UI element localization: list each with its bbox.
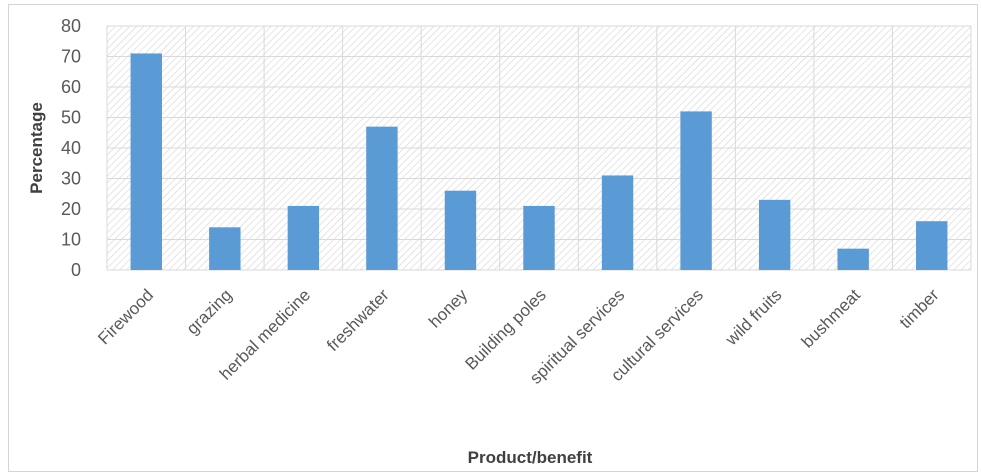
bars bbox=[130, 53, 948, 271]
y-tick-label: 70 bbox=[61, 47, 81, 67]
x-axis-title: Product/benefit bbox=[468, 448, 593, 467]
x-tick-label: Firewood bbox=[94, 285, 157, 348]
bar-grazing bbox=[209, 227, 241, 270]
x-tick-label: honey bbox=[425, 285, 472, 332]
x-tick-label: grazing bbox=[183, 285, 236, 338]
x-tick-label: wild fruits bbox=[721, 285, 785, 349]
x-tick-label: timber bbox=[896, 285, 943, 332]
bar-spiritual-services bbox=[601, 175, 634, 270]
bar-herbal-medicine bbox=[287, 205, 320, 270]
bar-bushmeat bbox=[837, 248, 869, 270]
y-tick-label: 10 bbox=[61, 230, 81, 250]
y-tick-label: 50 bbox=[61, 108, 81, 128]
y-tick-label: 40 bbox=[61, 138, 81, 158]
x-tick-label: Building poles bbox=[462, 285, 550, 373]
bar-timber bbox=[916, 221, 948, 270]
bar-honey bbox=[444, 190, 477, 270]
bar-wild-fruits bbox=[758, 199, 791, 270]
bar-freshwater bbox=[366, 126, 398, 271]
y-tick-label: 80 bbox=[61, 16, 81, 36]
y-tick-label: 30 bbox=[61, 169, 81, 189]
bar-cultural-services bbox=[680, 111, 712, 271]
y-tick-label: 60 bbox=[61, 77, 81, 97]
x-tick-label: bushmeat bbox=[798, 285, 864, 351]
y-tick-label: 0 bbox=[71, 260, 81, 280]
x-tick-label: freshwater bbox=[323, 285, 393, 355]
y-axis-ticks: 0 10 20 30 40 50 60 70 80 bbox=[61, 16, 81, 280]
gridlines bbox=[106, 25, 972, 271]
bar-firewood bbox=[130, 53, 162, 271]
y-tick-label: 20 bbox=[61, 199, 81, 219]
y-axis-title: Percentage bbox=[27, 102, 46, 194]
bar-building-poles bbox=[523, 205, 555, 270]
